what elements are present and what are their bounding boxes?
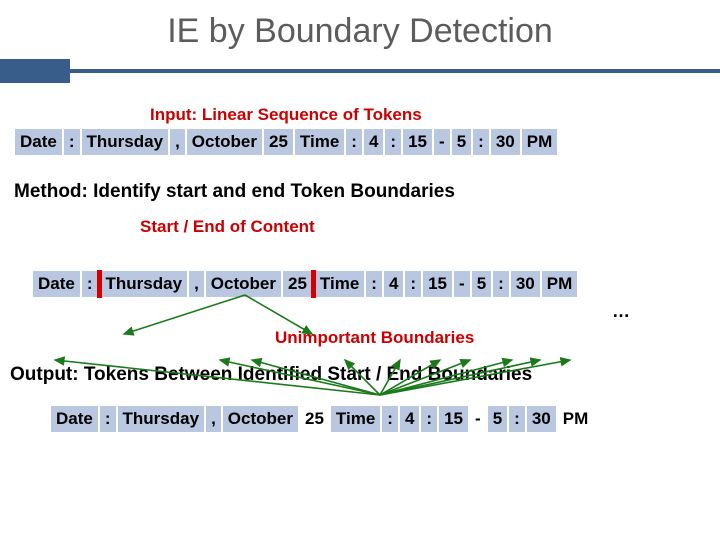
- token: 15: [403, 129, 432, 155]
- token: :: [382, 406, 398, 432]
- token: 30: [491, 129, 520, 155]
- token: :: [346, 129, 362, 155]
- token-row-boundaries: Date:Thursday,October25Time:4:15-5:30PM: [0, 267, 720, 303]
- token: Time: [295, 129, 344, 155]
- token: 25: [264, 129, 293, 155]
- token: Date: [51, 406, 98, 432]
- accent-box: [0, 59, 70, 83]
- token: :: [473, 129, 489, 155]
- token: -: [434, 129, 450, 155]
- token: 5: [472, 271, 491, 297]
- token: ,: [206, 406, 221, 432]
- token: 5: [452, 129, 471, 155]
- token: -: [454, 271, 470, 297]
- token: 15: [439, 406, 468, 432]
- token: 25: [283, 271, 312, 297]
- token: 4: [364, 129, 383, 155]
- startend-label: Start / End of Content: [0, 217, 720, 237]
- token: :: [366, 271, 382, 297]
- token: PM: [522, 129, 558, 155]
- ellipsis: …: [612, 301, 630, 321]
- token: 30: [527, 406, 556, 432]
- token: PM: [542, 271, 578, 297]
- token: Time: [331, 406, 380, 432]
- boundary-marker: [311, 270, 316, 298]
- unimportant-label: Unimportant Boundaries: [0, 328, 720, 348]
- token: October: [187, 129, 262, 155]
- token-row-input: Date:Thursday,October25Time:4:15-5:30PM: [0, 125, 720, 159]
- token: -: [470, 406, 486, 432]
- token: 15: [423, 271, 452, 297]
- token: :: [64, 129, 80, 155]
- token: ,: [189, 271, 204, 297]
- input-label: Input: Linear Sequence of Tokens: [0, 105, 720, 125]
- token: Time: [315, 271, 364, 297]
- token-row-output: Date:Thursday,October25Time:4:15-5:30PM: [0, 402, 720, 436]
- token: 30: [511, 271, 540, 297]
- token: PM: [558, 406, 594, 432]
- page-title: IE by Boundary Detection: [0, 0, 720, 59]
- token: 25: [300, 406, 329, 432]
- token: October: [206, 271, 281, 297]
- token: :: [509, 406, 525, 432]
- token: Date: [15, 129, 62, 155]
- token: :: [405, 271, 421, 297]
- token: :: [385, 129, 401, 155]
- output-label: Output: Tokens Between Identified Start …: [0, 364, 720, 386]
- token: Thursday: [118, 406, 205, 432]
- accent-bar: [0, 59, 720, 83]
- boundary-marker: [97, 270, 102, 298]
- token: :: [493, 271, 509, 297]
- token: 4: [400, 406, 419, 432]
- token: ,: [170, 129, 185, 155]
- token: Date: [33, 271, 80, 297]
- token: Thursday: [82, 129, 169, 155]
- accent-line: [70, 69, 720, 73]
- token: :: [421, 406, 437, 432]
- token: October: [223, 406, 298, 432]
- token: Thursday: [101, 271, 188, 297]
- token: 5: [488, 406, 507, 432]
- method-label: Method: Identify start and end Token Bou…: [0, 181, 720, 203]
- token: :: [82, 271, 98, 297]
- token: :: [100, 406, 116, 432]
- token: 4: [384, 271, 403, 297]
